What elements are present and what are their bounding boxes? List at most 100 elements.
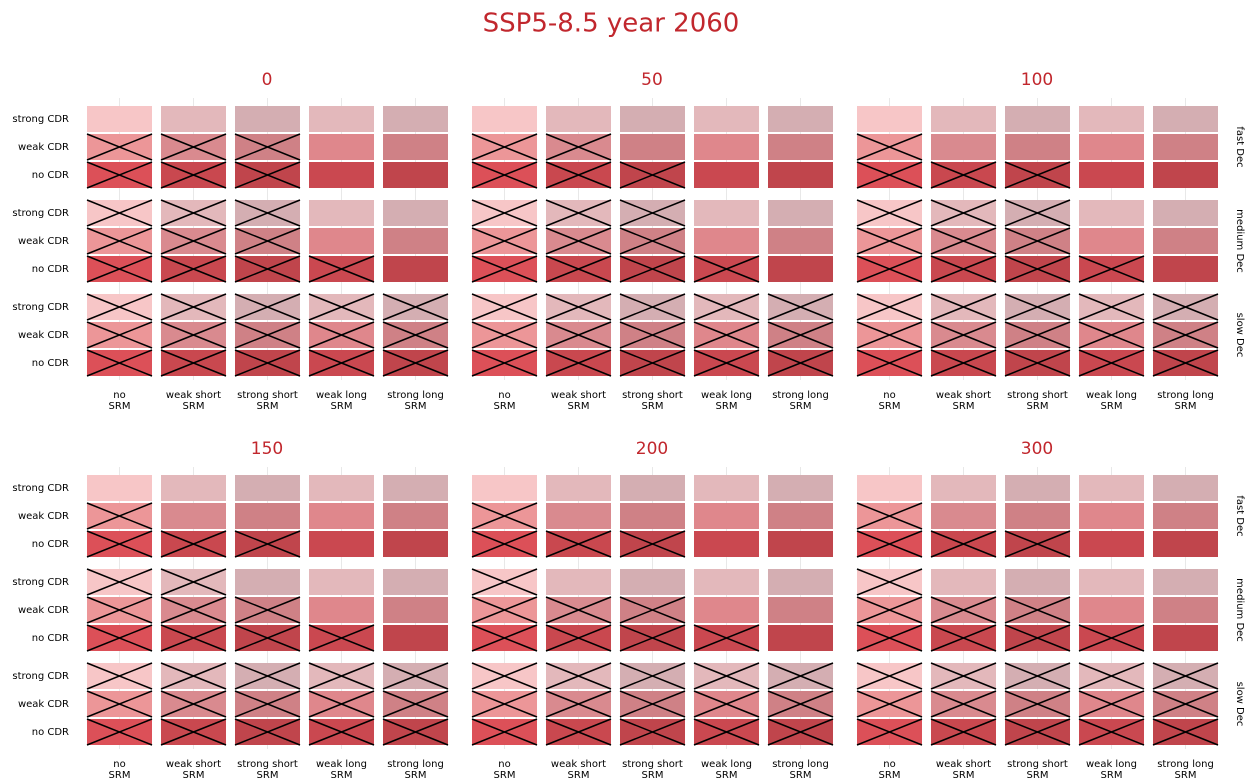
cell bbox=[768, 475, 833, 501]
group-label: fast Dec bbox=[1234, 126, 1245, 167]
cross-line bbox=[160, 596, 227, 624]
panel-title: 200 bbox=[636, 439, 668, 459]
cell bbox=[383, 475, 448, 501]
column-label: strong long bbox=[1157, 759, 1214, 770]
column-label: strong long bbox=[1157, 390, 1214, 401]
cell bbox=[768, 569, 833, 595]
column-label: strong long bbox=[387, 390, 444, 401]
column-label: strong long bbox=[772, 759, 829, 770]
row-label: weak CDR bbox=[18, 330, 69, 341]
cross-line bbox=[1078, 293, 1145, 321]
cell bbox=[309, 162, 374, 188]
cell bbox=[768, 162, 833, 188]
cross-line bbox=[545, 624, 612, 652]
cross-line bbox=[471, 133, 538, 161]
cross-line bbox=[930, 227, 997, 255]
cross-line bbox=[856, 568, 923, 596]
cross-line bbox=[619, 199, 686, 227]
cell bbox=[1079, 475, 1144, 501]
panel-title: 150 bbox=[251, 439, 283, 459]
cross-line bbox=[234, 133, 301, 161]
cross-line bbox=[767, 690, 834, 718]
column-label: no bbox=[113, 390, 125, 401]
cell bbox=[694, 475, 759, 501]
cross-line bbox=[1078, 690, 1145, 718]
column-label: weak short bbox=[166, 759, 221, 770]
cross-line bbox=[545, 227, 612, 255]
cross-line bbox=[86, 133, 153, 161]
column-label: SRM bbox=[405, 770, 427, 781]
cell bbox=[1005, 106, 1070, 132]
column-label: SRM bbox=[879, 401, 901, 412]
panel-title: 0 bbox=[262, 70, 273, 90]
cell bbox=[383, 134, 448, 160]
cross-line bbox=[86, 690, 153, 718]
column-label: SRM bbox=[716, 401, 738, 412]
cross-line bbox=[471, 321, 538, 349]
cross-line bbox=[382, 293, 449, 321]
cross-line bbox=[234, 662, 301, 690]
column-label: SRM bbox=[183, 770, 205, 781]
cross-line bbox=[545, 293, 612, 321]
cross-line bbox=[86, 199, 153, 227]
cell bbox=[1079, 531, 1144, 557]
cell bbox=[857, 475, 922, 501]
row-label: weak CDR bbox=[18, 699, 69, 710]
cell bbox=[1153, 475, 1218, 501]
cross-line bbox=[930, 161, 997, 189]
cross-line bbox=[930, 718, 997, 746]
column-label: strong short bbox=[622, 759, 683, 770]
column-label: weak long bbox=[701, 759, 752, 770]
cross-line bbox=[471, 349, 538, 377]
cell bbox=[546, 569, 611, 595]
cross-line bbox=[234, 321, 301, 349]
cell bbox=[1153, 531, 1218, 557]
cross-line bbox=[160, 690, 227, 718]
cell bbox=[235, 475, 300, 501]
cell bbox=[383, 569, 448, 595]
cross-line bbox=[1004, 596, 1071, 624]
cross-line bbox=[619, 255, 686, 283]
row-label: no CDR bbox=[32, 633, 69, 644]
cell bbox=[383, 256, 448, 282]
cross-line bbox=[930, 624, 997, 652]
group-label: medium Dec bbox=[1234, 209, 1245, 273]
cross-line bbox=[767, 718, 834, 746]
column-label: SRM bbox=[183, 401, 205, 412]
cross-line bbox=[471, 568, 538, 596]
cell bbox=[768, 625, 833, 651]
cell bbox=[235, 569, 300, 595]
cross-line bbox=[1004, 690, 1071, 718]
row-label: weak CDR bbox=[18, 511, 69, 522]
cell bbox=[309, 134, 374, 160]
cross-line bbox=[545, 161, 612, 189]
cross-line bbox=[767, 662, 834, 690]
cross-line bbox=[308, 718, 375, 746]
cross-line bbox=[160, 199, 227, 227]
group-label: slow Dec bbox=[1234, 682, 1245, 727]
column-label: strong short bbox=[237, 759, 298, 770]
cross-line bbox=[856, 596, 923, 624]
cross-line bbox=[160, 227, 227, 255]
cross-line bbox=[160, 133, 227, 161]
row-label: strong CDR bbox=[12, 114, 69, 125]
cell bbox=[620, 106, 685, 132]
column-label: no bbox=[498, 390, 510, 401]
cell bbox=[383, 531, 448, 557]
cross-line bbox=[382, 321, 449, 349]
cross-line bbox=[234, 596, 301, 624]
cross-line bbox=[856, 349, 923, 377]
column-label: SRM bbox=[790, 401, 812, 412]
column-label: SRM bbox=[257, 770, 279, 781]
cross-line bbox=[471, 662, 538, 690]
cell bbox=[1153, 503, 1218, 529]
cross-line bbox=[1004, 199, 1071, 227]
column-label: SRM bbox=[405, 401, 427, 412]
cross-line bbox=[86, 161, 153, 189]
row-label: strong CDR bbox=[12, 302, 69, 313]
row-label: no CDR bbox=[32, 539, 69, 550]
cross-line bbox=[1004, 255, 1071, 283]
cross-line bbox=[234, 199, 301, 227]
cell bbox=[1153, 162, 1218, 188]
cross-line bbox=[471, 502, 538, 530]
